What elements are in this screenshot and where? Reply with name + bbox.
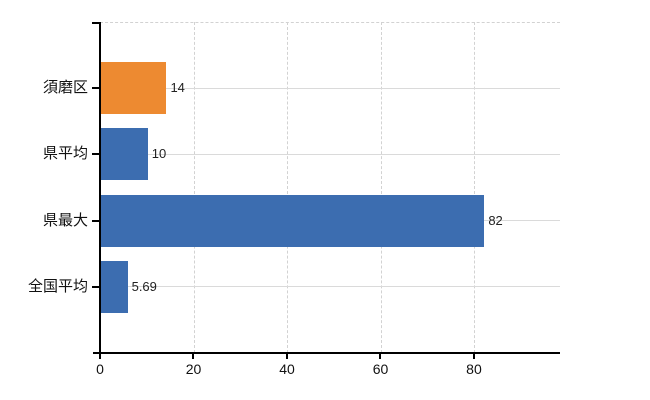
bar-value-label: 14: [170, 80, 185, 96]
x-tick: [379, 353, 382, 359]
x-tick-label: 80: [466, 361, 482, 377]
x-tick-label: 40: [279, 361, 295, 377]
plot-top-border: [100, 22, 560, 23]
category-label: 全国平均: [27, 277, 88, 295]
x-tick-label: 20: [185, 361, 202, 377]
x-axis: [93, 352, 560, 354]
x-tick: [285, 353, 288, 359]
category-label: 県最大: [42, 211, 88, 229]
x-tick: [192, 353, 195, 359]
bar: [101, 194, 485, 247]
v-gridline: [193, 22, 195, 353]
bar: [101, 260, 128, 313]
bar: [101, 62, 167, 115]
category-label: 須磨区: [42, 79, 88, 97]
bar: [101, 128, 148, 181]
y-tick: [92, 285, 100, 288]
y-tick: [92, 153, 100, 156]
h-gridline: [101, 286, 560, 288]
x-tick-label: 60: [372, 361, 389, 377]
h-gridline: [101, 87, 560, 89]
category-label: 県平均: [42, 145, 88, 163]
bar-value-label: 82: [488, 212, 503, 228]
y-axis-top-tick: [92, 22, 100, 24]
bar-value-label: 10: [151, 146, 167, 162]
y-tick: [92, 219, 100, 222]
y-axis: [99, 22, 101, 353]
h-gridline: [101, 153, 560, 155]
y-tick: [92, 87, 100, 90]
v-gridline: [380, 22, 382, 353]
x-tick: [472, 353, 475, 359]
x-tick-label: 0: [96, 361, 104, 377]
x-tick: [99, 353, 101, 359]
bar-value-label: 5.69: [131, 278, 157, 294]
v-gridline: [474, 22, 476, 353]
v-gridline: [287, 22, 289, 353]
